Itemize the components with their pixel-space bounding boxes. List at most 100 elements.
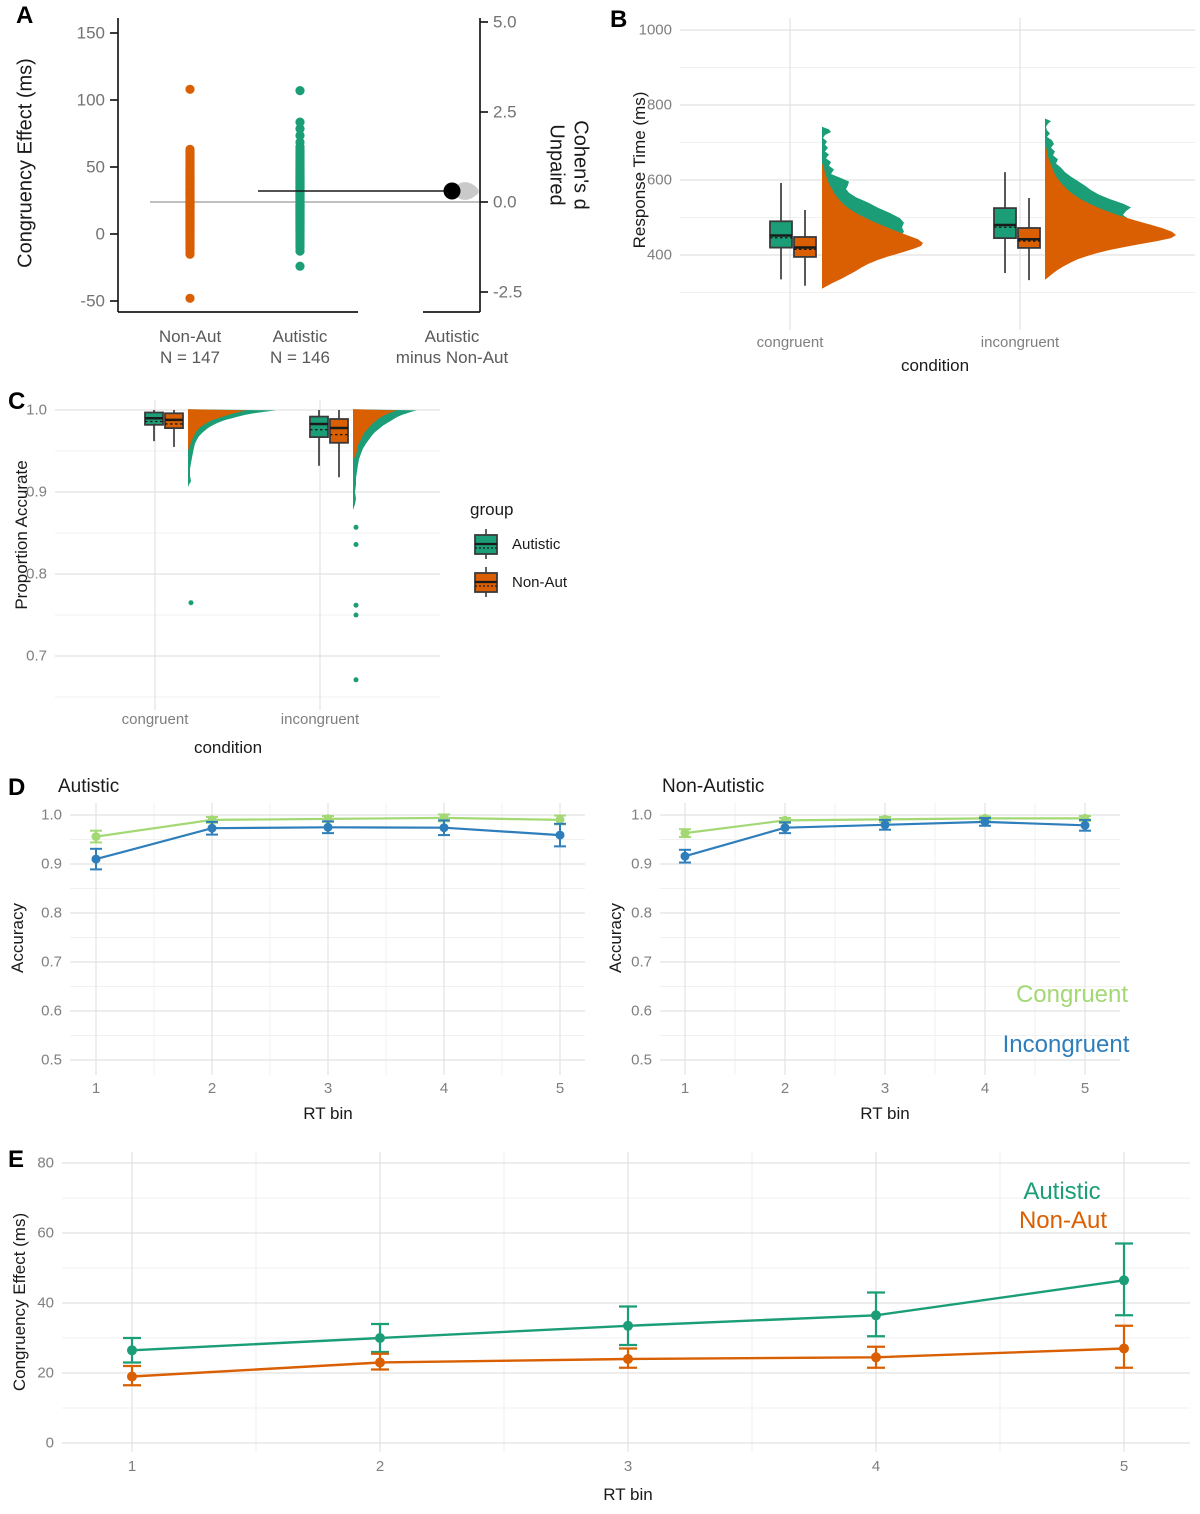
svg-text:800: 800 (647, 97, 672, 114)
panel-e-y-axis-title: Congruency Effect (ms) (10, 1212, 29, 1392)
panel-d-nonautistic-line-chart: 0.5 0.6 0.7 0.8 0.9 1.0 1 2 3 4 5 (631, 803, 1120, 1097)
panel-e-congruency-line-chart: 0 20 40 60 80 1 2 3 4 5 (37, 1152, 1190, 1475)
effect-name-line2: minus Non-Aut (395, 348, 509, 367)
annotation-autistic: Autistic (1023, 1178, 1101, 1205)
annotation-nonaut: Non-Aut (1018, 1207, 1108, 1234)
panel-d2-y-axis-title: Accuracy (606, 903, 625, 973)
panel-letter-e: E (8, 1146, 25, 1173)
panel-a-effect-label: Autistic minus Non-Aut (396, 326, 508, 368)
svg-text:1.0: 1.0 (631, 807, 652, 824)
svg-text:3: 3 (324, 1080, 332, 1097)
panel-d2-title: Non-Autistic (662, 776, 765, 797)
panel-d1-y-axis-title: Accuracy (8, 903, 27, 973)
svg-text:0.9: 0.9 (41, 856, 62, 873)
svg-text:0.7: 0.7 (41, 954, 62, 971)
panel-a-right-axis-title-line2: Cohen's d (569, 120, 592, 210)
panel-d-autistic-line-chart: 0.5 0.6 0.7 0.8 0.9 1.0 1 2 3 4 5 (41, 803, 585, 1097)
panel-a-group2-label: Autistic N = 146 (270, 326, 330, 368)
boxplot-glyph-icon (474, 529, 498, 559)
svg-text:4: 4 (872, 1458, 880, 1475)
svg-text:1000: 1000 (639, 22, 672, 39)
panel-b-rt-raincloud: 400 600 800 1000 congruent incongruent (639, 18, 1195, 351)
svg-text:5: 5 (556, 1080, 564, 1097)
panel-letter-c: C (8, 388, 26, 415)
svg-text:3: 3 (624, 1458, 632, 1475)
svg-text:40: 40 (37, 1295, 54, 1312)
annotation-congruent: Congruent (1015, 981, 1129, 1008)
legend-entry-autistic: Autistic (470, 528, 567, 560)
svg-text:2.5: 2.5 (493, 103, 517, 122)
svg-text:600: 600 (647, 172, 672, 189)
svg-text:50: 50 (86, 158, 105, 177)
panel-a-right-axis-title-line1: Unpaired (545, 124, 568, 206)
effect-name-line1: Autistic (424, 327, 480, 346)
svg-text:0.0: 0.0 (493, 193, 517, 212)
svg-text:-2.5: -2.5 (493, 283, 522, 302)
svg-text:0.5: 0.5 (41, 1052, 62, 1069)
legend-title: group (470, 500, 514, 519)
svg-text:1: 1 (681, 1080, 689, 1097)
svg-text:0: 0 (46, 1435, 54, 1452)
legend-label-autistic: Autistic (512, 535, 561, 553)
svg-text:0.8: 0.8 (41, 905, 62, 922)
svg-text:2: 2 (376, 1458, 384, 1475)
svg-text:0.8: 0.8 (631, 905, 652, 922)
svg-text:4: 4 (440, 1080, 448, 1097)
svg-text:1.0: 1.0 (41, 807, 62, 824)
panel-b-x-axis-title: condition (900, 356, 970, 375)
panel-c-accuracy-raincloud: 0.7 0.8 0.9 1.0 congruent incongruent (26, 400, 440, 728)
panel-d1-x-axis-title: RT bin (303, 1104, 353, 1123)
svg-text:5.0: 5.0 (493, 13, 517, 32)
svg-text:4: 4 (981, 1080, 989, 1097)
panel-c-x-axis-title: condition (193, 738, 263, 757)
svg-text:0.8: 0.8 (26, 566, 47, 583)
svg-text:0.7: 0.7 (631, 954, 652, 971)
svg-text:60: 60 (37, 1225, 54, 1242)
panel-a-estimation-plot: -50 0 50 100 150 -2.5 0.0 2.5 5.0 (77, 13, 522, 313)
svg-text:5: 5 (1120, 1458, 1128, 1475)
boxplot-glyph-icon (474, 567, 498, 597)
panel-a-group1-label: Non-Aut N = 147 (159, 326, 221, 368)
svg-text:20: 20 (37, 1365, 54, 1382)
svg-text:2: 2 (781, 1080, 789, 1097)
panel-letter-b: B (610, 6, 628, 33)
svg-text:1: 1 (92, 1080, 100, 1097)
panel-b-y-axis-title: Response Time (ms) (630, 91, 649, 249)
svg-text:0.6: 0.6 (41, 1003, 62, 1020)
group1-n: N = 147 (159, 348, 220, 367)
svg-text:0.6: 0.6 (631, 1003, 652, 1020)
svg-text:100: 100 (77, 91, 105, 110)
panel-d2-x-axis-title: RT bin (860, 1104, 910, 1123)
svg-text:0.5: 0.5 (631, 1052, 652, 1069)
legend-group: group Autistic Non-Aut (470, 500, 567, 604)
group2-n: N = 146 (269, 348, 331, 367)
svg-text:0.9: 0.9 (631, 856, 652, 873)
svg-text:1: 1 (128, 1458, 136, 1475)
svg-text:0: 0 (96, 225, 105, 244)
panel-letter-d: D (8, 774, 26, 801)
svg-text:5: 5 (1081, 1080, 1089, 1097)
svg-text:150: 150 (77, 24, 105, 43)
svg-text:incongruent: incongruent (981, 334, 1060, 351)
svg-text:0.7: 0.7 (26, 648, 47, 665)
panel-e-x-axis-title: RT bin (603, 1485, 653, 1504)
svg-text:incongruent: incongruent (281, 711, 360, 728)
svg-text:3: 3 (881, 1080, 889, 1097)
svg-text:-50: -50 (80, 292, 105, 311)
panel-letter-a: A (16, 2, 34, 29)
annotation-incongruent: Incongruent (1002, 1031, 1130, 1058)
legend-entry-nonaut: Non-Aut (470, 566, 567, 598)
svg-text:1.0: 1.0 (26, 402, 47, 419)
panel-c-y-axis-title: Proportion Accurate (12, 460, 31, 610)
legend-label-nonaut: Non-Aut (512, 573, 568, 591)
svg-text:0.9: 0.9 (26, 484, 47, 501)
panel-d1-title: Autistic (58, 776, 120, 797)
group2-name: Autistic (272, 327, 328, 346)
svg-text:80: 80 (37, 1155, 54, 1172)
svg-text:congruent: congruent (757, 334, 825, 351)
group1-name: Non-Aut (158, 327, 222, 346)
svg-text:2: 2 (208, 1080, 216, 1097)
svg-text:400: 400 (647, 247, 672, 264)
panel-a-y-axis-title: Congruency Effect (ms) (14, 58, 37, 268)
